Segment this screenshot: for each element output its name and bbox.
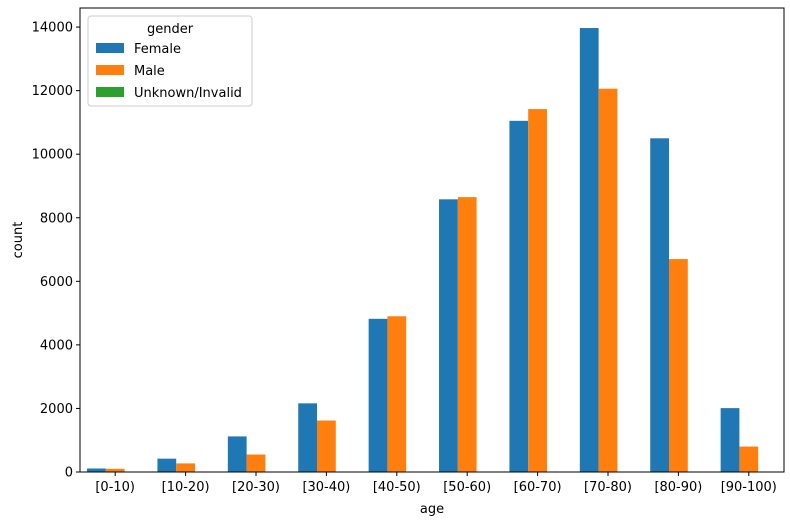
bars-layer: [87, 28, 759, 473]
bar-male-5: [457, 197, 477, 472]
bar-female-1: [157, 458, 177, 472]
bar-female-9: [720, 408, 740, 472]
bar-female-8: [650, 138, 670, 472]
bar-female-3: [298, 403, 318, 472]
x-axis: [0-10) [10-20) [20-30) [30-40) [40-50) [50-60…: [95, 472, 777, 495]
bar-female-7: [579, 28, 599, 473]
legend-swatch: [96, 65, 124, 75]
bar-male-3: [317, 420, 336, 472]
y-tick-label: 12000: [32, 84, 73, 99]
plot-frame: [79, 7, 785, 473]
legend: gender Female Male Unknown/Invalid: [87, 15, 253, 107]
bar-female-5: [439, 199, 458, 472]
legend-title: gender: [147, 22, 194, 37]
bar-female-6: [509, 120, 529, 473]
bar-female-4: [368, 318, 388, 472]
y-axis: 0 2000 4000 6000 8000 10000 12000 14000: [32, 21, 80, 481]
bar-female-0: [87, 468, 106, 472]
bar-female-2: [227, 436, 247, 472]
y-tick-label: 2000: [40, 402, 73, 417]
legend-swatch: [96, 43, 124, 53]
bar-male-8: [669, 259, 688, 472]
x-tick-label: [20-30): [232, 480, 280, 495]
x-tick-label: [60-70): [514, 480, 562, 495]
y-tick-label: 14000: [32, 21, 73, 36]
legend-label: Female: [134, 42, 181, 57]
x-tick-label: [50-60): [443, 480, 491, 495]
bar-male-2: [246, 454, 266, 472]
x-tick-label: [70-80): [584, 480, 632, 495]
y-tick-label: 4000: [40, 338, 73, 353]
x-tick-label: [80-90): [654, 480, 702, 495]
y-tick-label: 8000: [40, 211, 73, 226]
x-axis-label: age: [420, 502, 444, 517]
y-tick-label: 10000: [32, 148, 73, 163]
legend-box: [87, 15, 253, 107]
bar-male-1: [176, 463, 195, 472]
legend-label: Unknown/Invalid: [134, 86, 242, 101]
x-tick-label: [0-10): [95, 480, 135, 495]
y-tick-label: 6000: [40, 275, 73, 290]
bar-male-4: [387, 316, 407, 472]
legend-label: Male: [134, 64, 165, 79]
legend-swatch: [96, 87, 124, 97]
x-tick-label: [30-40): [302, 480, 350, 495]
bar-male-9: [739, 446, 759, 472]
y-axis-label: count: [11, 222, 26, 259]
bar-male-6: [528, 109, 547, 472]
x-tick-label: [40-50): [373, 480, 421, 495]
bar-male-0: [105, 468, 125, 472]
legend-items: Female Male Unknown/Invalid: [96, 42, 242, 101]
y-tick-label: 0: [65, 466, 73, 481]
x-tick-label: [10-20): [162, 480, 210, 495]
bar-male-7: [598, 88, 618, 472]
x-tick-label: [90-100): [721, 480, 777, 495]
